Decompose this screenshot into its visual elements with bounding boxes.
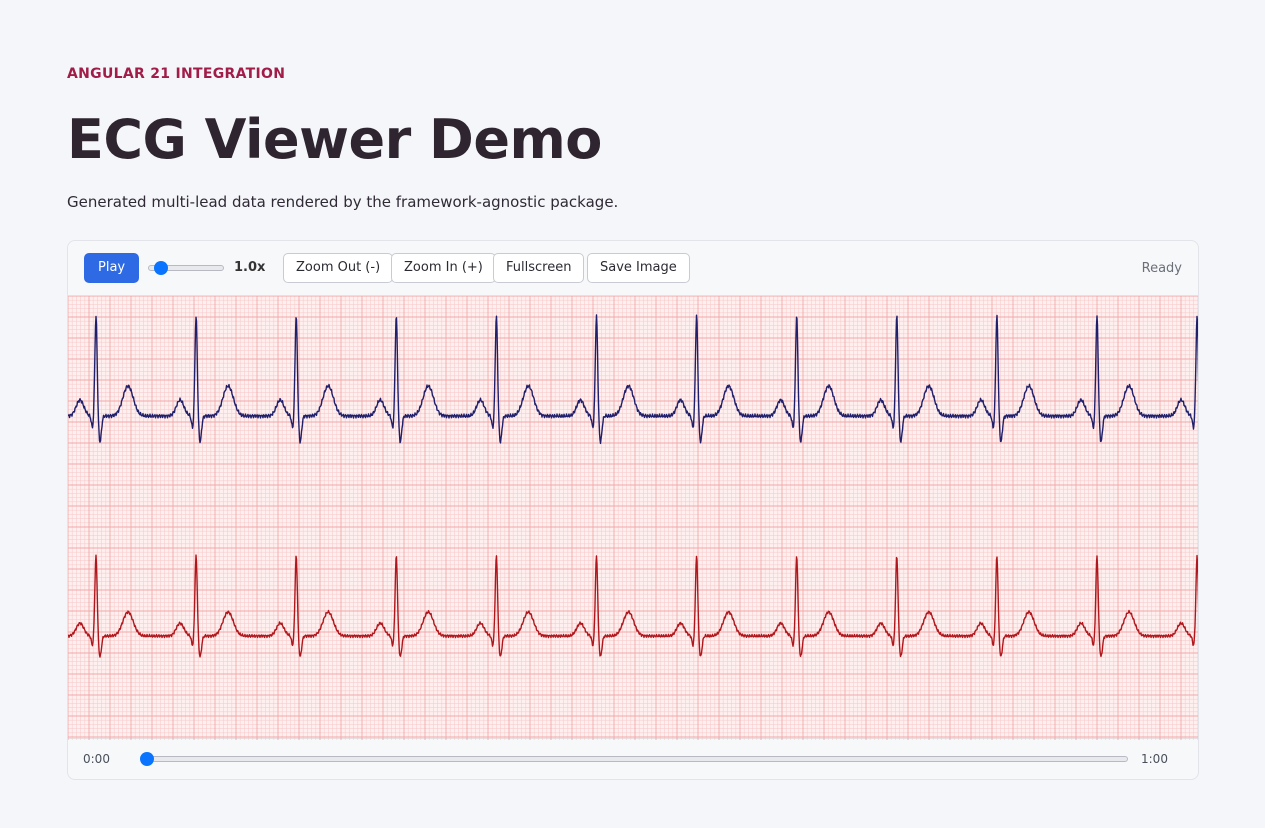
- grid-minor: [68, 296, 1198, 740]
- status-text: Ready: [1141, 261, 1182, 276]
- page-title: ECG Viewer Demo: [67, 108, 602, 171]
- ecg-viewer: Play 1.0x Zoom Out (-) Zoom In (+) Fulls…: [67, 240, 1199, 780]
- save-image-button[interactable]: Save Image: [587, 253, 690, 283]
- seek-slider-thumb[interactable]: [140, 752, 154, 766]
- play-button[interactable]: Play: [84, 253, 140, 283]
- time-end: 1:00: [1141, 752, 1168, 766]
- speed-slider[interactable]: [148, 261, 224, 275]
- zoom-out-button[interactable]: Zoom Out (-): [283, 253, 394, 283]
- speed-value: 1.0x: [234, 260, 266, 275]
- grid-major: [68, 296, 1198, 740]
- time-start: 0:00: [83, 752, 110, 766]
- speed-slider-track: [148, 265, 224, 271]
- ecg-canvas[interactable]: [68, 295, 1198, 740]
- fullscreen-button[interactable]: Fullscreen: [493, 253, 585, 283]
- ecg-plot: [68, 296, 1198, 740]
- ecg-lead-1-trace: [68, 314, 1198, 445]
- ecg-lead-2-trace: [68, 554, 1198, 658]
- seek-slider[interactable]: [140, 752, 1128, 766]
- page-subtitle: Generated multi-lead data rendered by th…: [67, 193, 619, 211]
- eyebrow-label: ANGULAR 21 INTEGRATION: [67, 66, 286, 82]
- speed-slider-thumb[interactable]: [154, 261, 169, 275]
- timeline: 0:00 1:00: [68, 739, 1198, 779]
- viewer-toolbar: Play 1.0x Zoom Out (-) Zoom In (+) Fulls…: [68, 241, 1198, 295]
- seek-slider-track: [140, 756, 1128, 762]
- zoom-in-button[interactable]: Zoom In (+): [391, 253, 496, 283]
